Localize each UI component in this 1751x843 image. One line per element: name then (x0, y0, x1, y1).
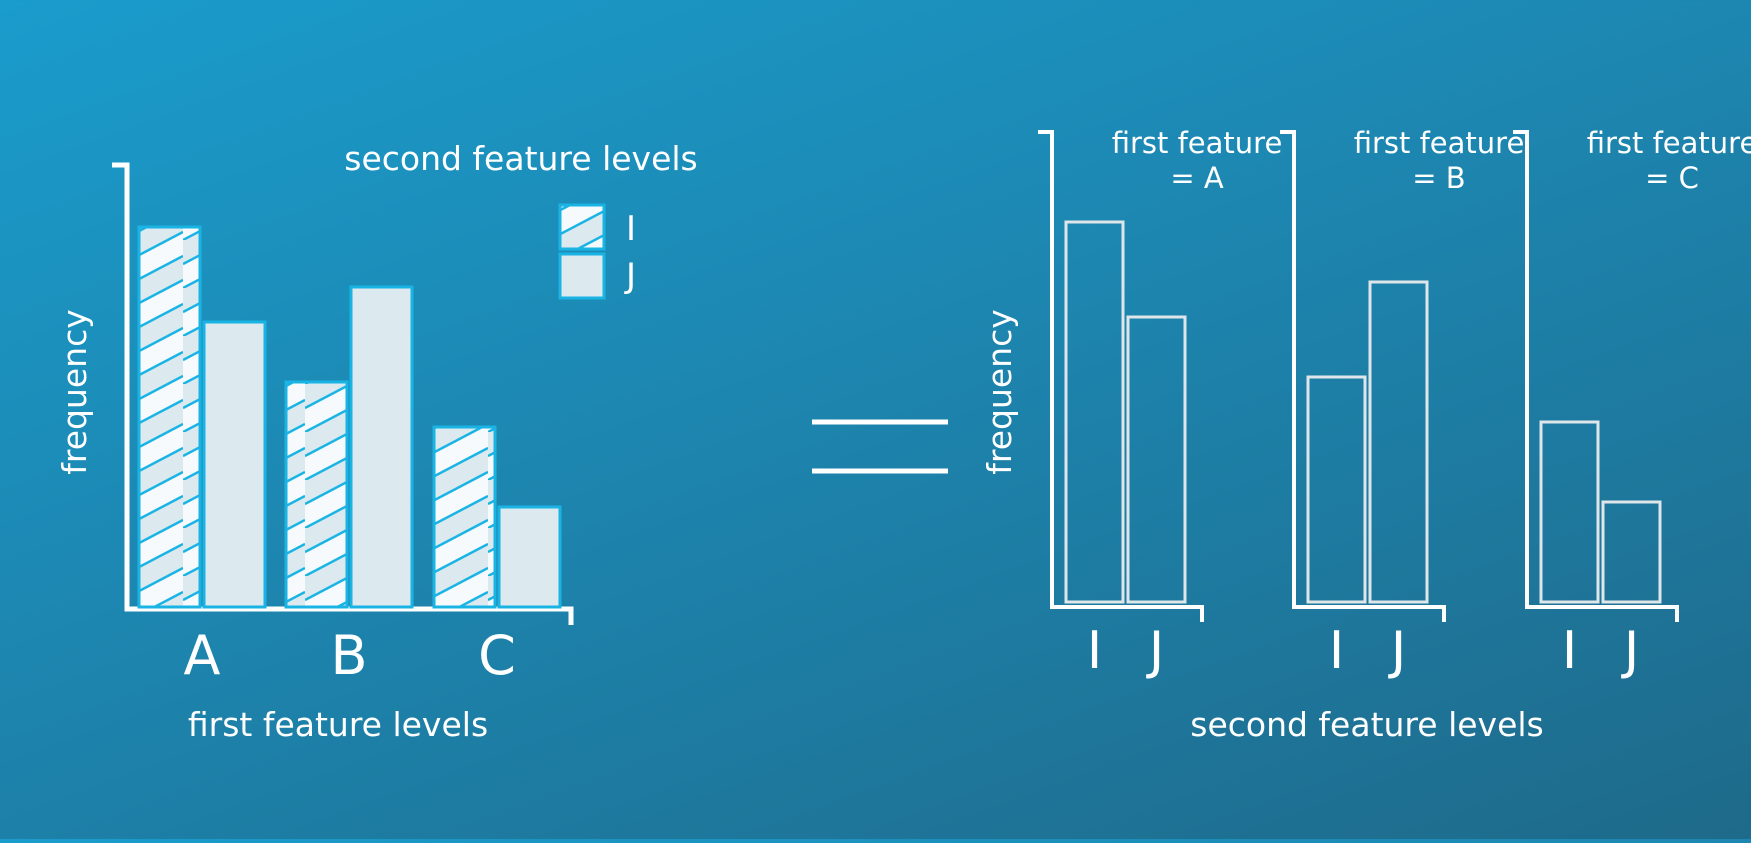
bar-C-I (432, 425, 497, 609)
bar-C-J (497, 505, 562, 609)
facet-x-tick-2-J: J (1388, 621, 1406, 681)
right-x-label: second feature levels (1190, 705, 1543, 744)
facet-title-line1-3: first feature (1587, 126, 1751, 160)
facet-title-line2-1: = A (1170, 161, 1224, 195)
bar-A-I (137, 225, 202, 609)
right-y-label: frequency (980, 309, 1019, 475)
facet-x-tick-1-I: I (1087, 621, 1102, 681)
x-tick-B: B (330, 624, 367, 687)
x-tick-A: A (184, 624, 221, 687)
facet-bar-3-I (1539, 420, 1600, 604)
facet-x-tick-1-J: J (1146, 621, 1164, 681)
left-y-label: frequency (55, 309, 94, 475)
facet-bar-2-I (1306, 375, 1367, 604)
legend-swatch-J (558, 252, 606, 300)
bar-B-J (349, 285, 414, 609)
facet-x-tick-2-I: I (1329, 621, 1344, 681)
facet-axis-1 (1038, 130, 1204, 622)
facet-title-line1-2: first feature (1354, 126, 1525, 160)
facet-axis-3 (1513, 130, 1679, 622)
x-tick-C: C (478, 624, 516, 687)
facet-title-line2-3: = C (1645, 161, 1699, 195)
legend-swatch-I (558, 203, 606, 251)
facet-axis-2 (1280, 130, 1446, 622)
legend-label-I: I (626, 209, 636, 249)
facet-bar-1-J (1126, 315, 1187, 604)
legend-label-J: J (624, 256, 636, 296)
facet-bar-2-J (1368, 280, 1429, 604)
bar-B-I (284, 380, 349, 609)
left-legend-title: second feature levels (344, 139, 697, 178)
facet-bar-3-J (1601, 500, 1662, 604)
bar-A-J (202, 320, 267, 609)
facet-x-tick-3-I: I (1562, 621, 1577, 681)
grouped-bar-chart: A B C IJ (112, 162, 636, 687)
facet-x-tick-3-J: J (1621, 621, 1639, 681)
left-x-label: first feature levels (188, 705, 488, 744)
facet-title-line1-1: first feature (1112, 126, 1283, 160)
left-axis-lines (112, 162, 574, 625)
facet-title-line2-2: = B (1412, 161, 1465, 195)
facet-bar-1-I (1064, 220, 1125, 604)
